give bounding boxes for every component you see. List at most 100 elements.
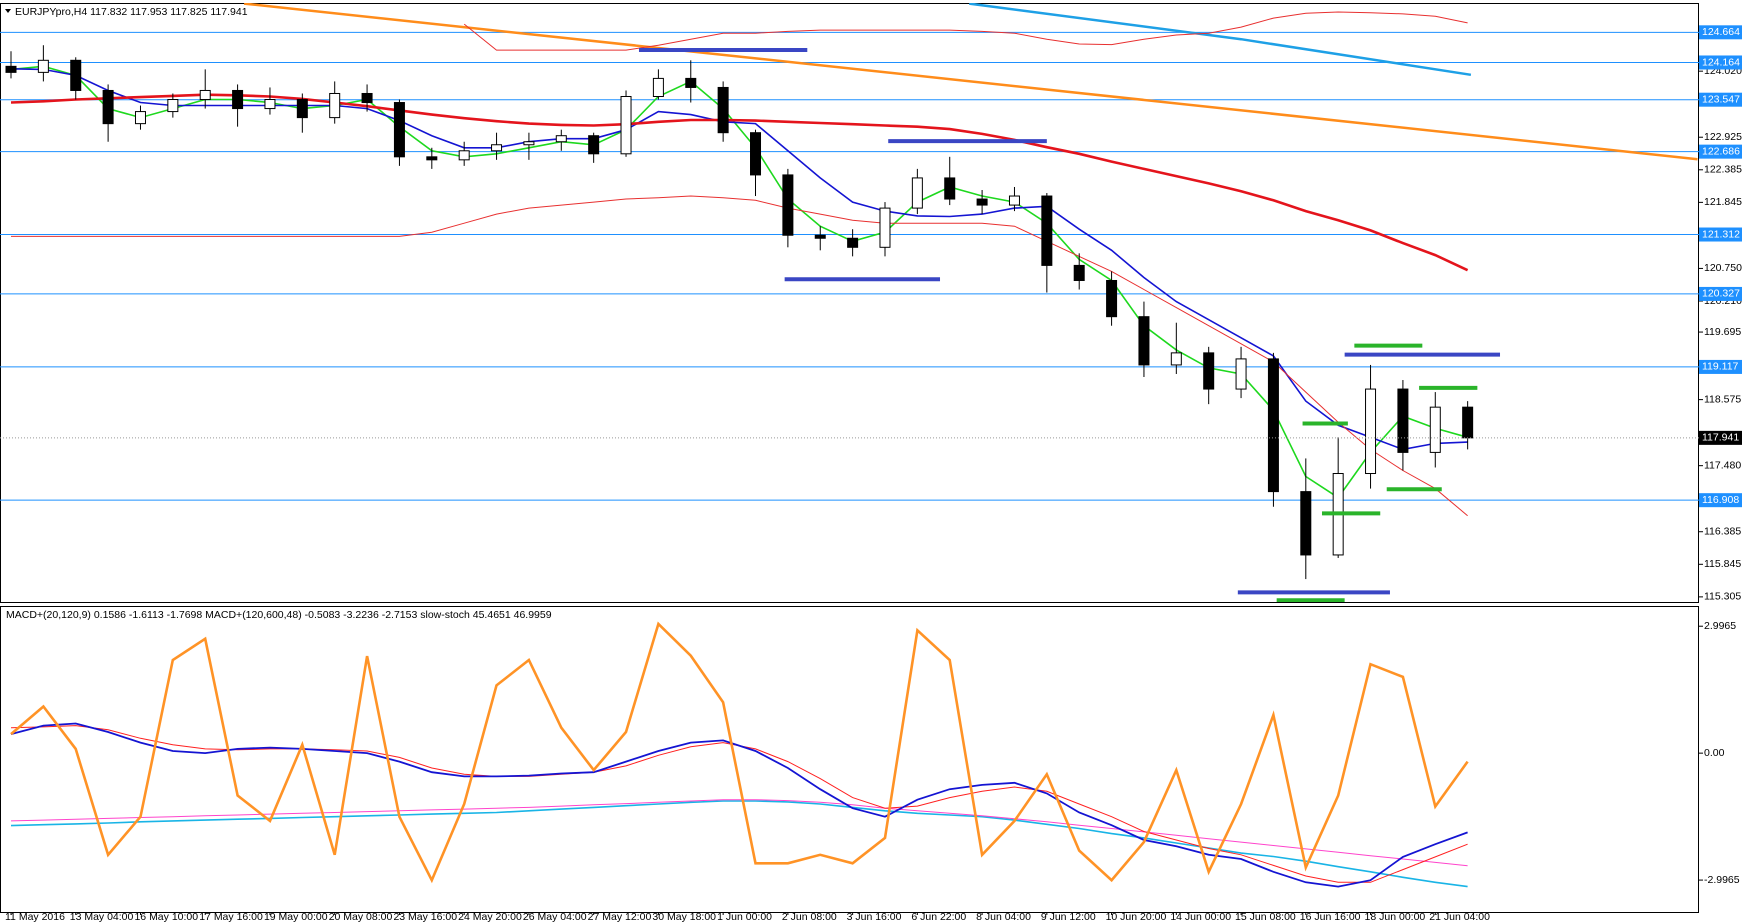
candle-body	[976, 198, 988, 206]
candle-body	[1041, 195, 1053, 266]
candle-body	[1397, 388, 1409, 453]
level-label-box	[1699, 493, 1742, 508]
candle-body	[491, 144, 503, 152]
level-label-box	[1699, 55, 1742, 70]
candle-body	[911, 177, 923, 209]
x-tick-label: 24 May 20:00	[458, 911, 522, 922]
last-price-label: 117.941	[1702, 432, 1739, 444]
level-label-box	[1699, 144, 1742, 159]
indicator-line	[10, 722, 1468, 888]
level-label: 121.312	[1702, 228, 1740, 240]
x-tick-label: 13 May 04:00	[70, 911, 134, 922]
level-label: 124.164	[1702, 56, 1740, 68]
sub-frame	[0, 606, 1699, 913]
candle-body	[814, 234, 826, 239]
x-tick-label: 3 Jun 16:00	[847, 911, 902, 922]
menu-triangle[interactable]	[5, 9, 11, 13]
main-plot	[0, 3, 1699, 602]
x-tick-label: 27 May 12:00	[588, 911, 652, 922]
candle-body	[361, 92, 373, 104]
moving-average	[10, 68, 1468, 451]
candle-body	[102, 89, 114, 125]
candle-body	[167, 99, 179, 113]
y-tick-label: 122.385	[1704, 164, 1742, 176]
x-tick-label: 19 May 00:00	[264, 911, 328, 922]
y-tick-label: 121.845	[1704, 196, 1742, 208]
y-tick-label: 115.305	[1704, 591, 1741, 603]
candle-body	[1429, 406, 1441, 453]
candle-body	[296, 99, 308, 119]
main-frame	[0, 3, 1699, 603]
candle-body	[750, 132, 762, 176]
level-label-box	[1699, 25, 1742, 40]
candle-body	[1267, 358, 1279, 493]
x-tick-label: 18 Jun 00:00	[1365, 911, 1426, 922]
level-label-box	[1699, 359, 1742, 374]
x-tick-label: 30 May 18:00	[652, 911, 716, 922]
candle-body	[555, 135, 567, 143]
candle-body	[1106, 279, 1118, 318]
y-tick-label: 120.750	[1704, 262, 1742, 274]
level-label: 122.686	[1702, 145, 1740, 157]
candle-body	[1170, 352, 1182, 366]
axes: 124.020122.925122.385121.845120.750120.2…	[5, 25, 1742, 922]
x-tick-label: 1 Jun 00:00	[717, 911, 772, 922]
x-tick-label: 8 Jun 04:00	[976, 911, 1031, 922]
x-tick-label: 6 Jun 22:00	[911, 911, 966, 922]
candle-body	[393, 102, 405, 158]
candle-body	[134, 111, 146, 125]
x-tick-label: 20 May 08:00	[329, 911, 393, 922]
level-label: 120.327	[1702, 288, 1740, 300]
candle-body	[1365, 388, 1377, 475]
level-label-box	[1699, 92, 1742, 107]
moving-average	[11, 195, 1468, 517]
sub-plot	[10, 621, 1469, 888]
candle-body	[232, 89, 244, 110]
trend-line	[243, 3, 1698, 161]
level-label-box	[1699, 227, 1742, 242]
candle-body	[1203, 352, 1215, 390]
candle-body	[70, 59, 82, 91]
x-tick-label: 16 Jun 16:00	[1300, 911, 1361, 922]
level-label-box	[1699, 286, 1742, 301]
x-tick-label: 17 May 16:00	[199, 911, 263, 922]
candle-body	[685, 77, 697, 88]
y-tick-label: 118.575	[1704, 393, 1741, 405]
candle-body	[588, 135, 600, 155]
level-label: 116.908	[1702, 494, 1739, 506]
moving-average	[10, 65, 1468, 499]
x-tick-label: 2 Jun 08:00	[782, 911, 837, 922]
candle-body	[1300, 491, 1312, 556]
candle-body	[717, 86, 729, 134]
x-tick-label: 9 Jun 12:00	[1041, 911, 1096, 922]
candle-body	[458, 150, 470, 161]
candle-body	[264, 99, 276, 110]
indicator-line	[10, 621, 1469, 884]
indicator-line	[10, 800, 1468, 888]
candle-body	[1073, 264, 1085, 281]
candle-body	[523, 141, 535, 146]
x-tick-label: 26 May 04:00	[523, 911, 587, 922]
candle-body	[847, 237, 859, 248]
y-tick-label: 117.480	[1704, 459, 1741, 471]
x-tick-label: 11 May 2016	[5, 911, 65, 922]
candle-body	[329, 92, 341, 119]
candle-body	[620, 95, 632, 155]
x-tick-label: 23 May 16:00	[393, 911, 457, 922]
last-price-box	[1699, 430, 1742, 445]
level-label: 124.664	[1702, 26, 1740, 38]
moving-average	[10, 93, 1469, 272]
y-tick-label: -2.9965	[1704, 874, 1740, 886]
y-tick-label: 2.9965	[1704, 620, 1736, 632]
candle-body	[1235, 358, 1247, 390]
x-tick-label: 16 May 10:00	[134, 911, 198, 922]
trend-line	[969, 3, 1472, 77]
x-tick-label: 10 Jun 20:00	[1106, 911, 1167, 922]
candle-body	[944, 177, 956, 200]
y-tick-label: 119.695	[1704, 326, 1741, 338]
candle-body	[782, 174, 794, 236]
x-tick-label: 15 Jun 08:00	[1235, 911, 1296, 922]
